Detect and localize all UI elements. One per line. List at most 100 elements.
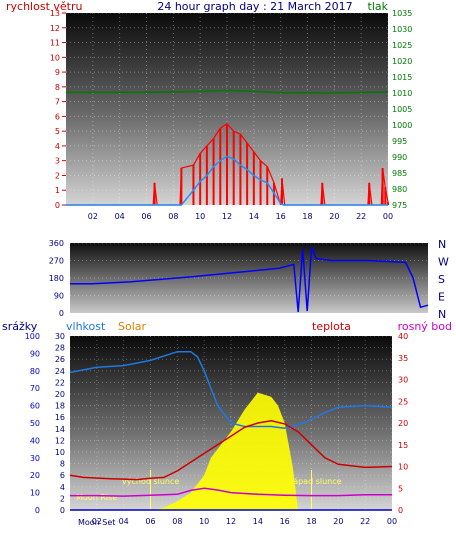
wind-speed-tick: 11 (50, 39, 60, 48)
x-tick-label: 18 (306, 517, 316, 526)
direction-tick: 180 (49, 274, 64, 283)
temperature-tick: 15 (398, 441, 408, 450)
x-tick-label: 00 (387, 517, 397, 526)
rain-tick: 30 (30, 454, 40, 463)
wind-speed-tick: 5 (55, 127, 60, 136)
x-tick-label: 06 (141, 212, 151, 221)
wind-speed-label: rychlost větru (6, 0, 82, 13)
humidity-tick: 8 (60, 460, 65, 469)
wind-speed-tick: 1 (55, 186, 60, 195)
humidity-tick: 30 (55, 332, 65, 341)
humidity-tick: 2 (60, 494, 65, 503)
x-tick-label: 04 (115, 212, 125, 221)
wind-speed-tick: 2 (55, 171, 60, 180)
humidity-tick: 10 (55, 448, 65, 457)
direction-tick: 90 (54, 292, 64, 301)
temperature-tick: 30 (398, 376, 408, 385)
solar-label: Solar (118, 320, 147, 333)
humidity-tick: 20 (55, 390, 65, 399)
average-line (66, 155, 388, 206)
x-tick-label: 18 (302, 212, 312, 221)
temperature-label: teplota (312, 320, 351, 333)
x-tick-label: 04 (119, 517, 129, 526)
temperature-tick: 25 (398, 397, 408, 406)
x-tick-label: 08 (168, 212, 178, 221)
compass-label: W (438, 256, 449, 269)
humidity-line (69, 350, 393, 429)
pressure-line (66, 89, 389, 94)
pressure-tick: 975 (392, 201, 407, 210)
x-tick-label: 10 (199, 517, 209, 526)
x-tick-label: 14 (253, 517, 263, 526)
direction-tick: 360 (49, 239, 64, 248)
wind-speed-tick: 6 (55, 112, 60, 121)
pressure-tick: 1000 (392, 121, 412, 130)
chart-title: 24 hour graph day : 21 March 2017 (157, 0, 352, 13)
pressure-label: tlak (368, 0, 389, 13)
x-tick-label: 16 (280, 517, 290, 526)
humidity-tick: 16 (55, 413, 65, 422)
x-tick-label: 06 (145, 517, 155, 526)
rain-tick: 60 (30, 402, 40, 411)
dewpoint-label: rosný bod (398, 320, 452, 333)
wind-speed-tick: 0 (55, 201, 60, 210)
rain-tick: 40 (30, 436, 40, 445)
pressure-tick: 1025 (392, 41, 412, 50)
humidity-tick: 24 (55, 367, 65, 376)
x-tick-label: 20 (333, 517, 343, 526)
x-tick-label: 10 (195, 212, 205, 221)
rain-label: srážky (2, 320, 38, 333)
x-tick-label: 16 (276, 212, 286, 221)
pressure-tick: 1005 (392, 105, 412, 114)
compass-label: E (438, 291, 445, 304)
pressure-tick: 1015 (392, 73, 412, 82)
pressure-tick: 1010 (392, 89, 412, 98)
wind-speed-tick: 3 (55, 157, 60, 166)
pressure-tick: 985 (392, 169, 407, 178)
rain-tick: 90 (30, 349, 40, 358)
x-tick-label: 14 (249, 212, 259, 221)
wind-speed-tick: 12 (50, 24, 60, 33)
humidity-label: vlhkost (66, 320, 106, 333)
humidity-tick: 22 (55, 378, 65, 387)
wind-speed-tick: 9 (55, 68, 60, 77)
temperature-tick: 5 (398, 484, 403, 493)
pressure-tick: 1020 (392, 57, 412, 66)
direction-tick: 270 (49, 257, 64, 266)
pressure-tick: 1035 (392, 9, 412, 18)
temperature-tick: 20 (398, 419, 408, 428)
rain-tick: 20 (30, 471, 40, 480)
humidity-tick: 12 (55, 436, 65, 445)
pressure-tick: 980 (392, 185, 407, 194)
wind-speed-tick: 8 (55, 83, 60, 92)
compass-label: S (438, 273, 445, 286)
wind-speed-tick: 13 (50, 9, 60, 18)
rain-tick: 10 (30, 489, 40, 498)
pressure-tick: 990 (392, 153, 407, 162)
x-tick-label: 02 (88, 212, 98, 221)
wind-speed-tick: 10 (50, 53, 60, 62)
moonrise-annotation: Moon Rise (76, 493, 117, 502)
rain-tick: 0 (35, 506, 40, 515)
rain-tick: 100 (25, 332, 40, 341)
dewpoint-line (70, 487, 392, 497)
temperature-tick: 10 (398, 463, 408, 472)
sunset-annotation: západ slunce (289, 477, 342, 486)
temperature-tick: 40 (398, 332, 408, 341)
x-tick-label: 12 (226, 517, 236, 526)
gust-line (66, 123, 389, 206)
x-tick-label: 12 (222, 212, 232, 221)
temperature-line (69, 420, 393, 481)
direction-tick: 0 (59, 309, 64, 318)
humidity-tick: 6 (60, 471, 65, 480)
humidity-tick: 28 (55, 344, 65, 353)
temperature-tick: 0 (398, 506, 403, 515)
x-tick-label: 02 (92, 517, 102, 526)
compass-label: N (438, 308, 446, 321)
humidity-tick: 4 (60, 483, 65, 492)
moonset-annotation: Moon Set (78, 518, 115, 527)
x-tick-label: 22 (360, 517, 370, 526)
humidity-tick: 14 (55, 425, 65, 434)
x-tick-label: 22 (356, 212, 366, 221)
